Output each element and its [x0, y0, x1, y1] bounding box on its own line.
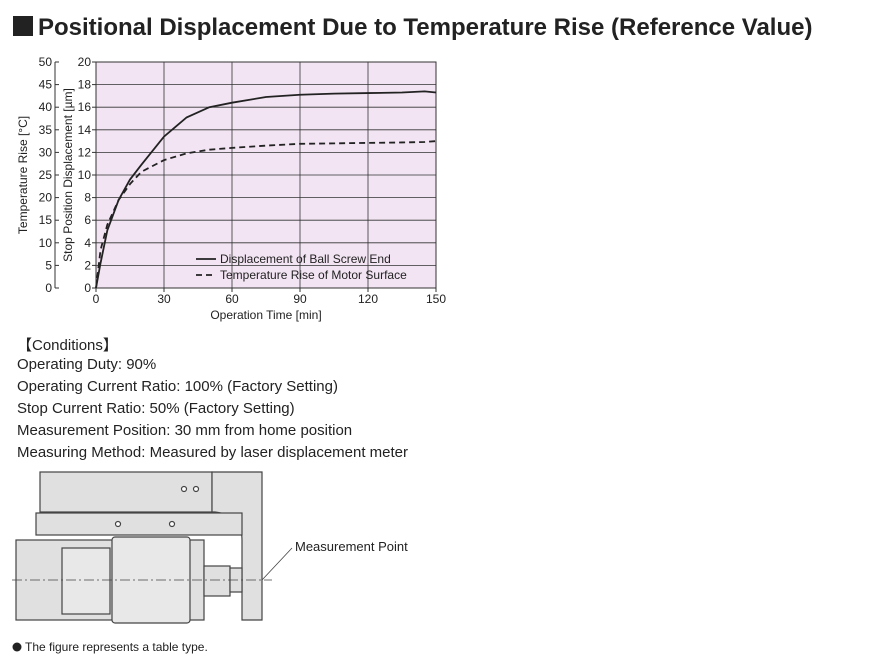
bullet [12, 642, 22, 652]
legend-label: Displacement of Ball Screw End [220, 252, 391, 266]
y-tick-label: 10 [78, 168, 92, 182]
x-tick-label: 150 [426, 292, 446, 306]
y2-tick-label: 50 [39, 55, 53, 69]
x-tick-label: 90 [293, 292, 307, 306]
screw-hole [114, 520, 122, 528]
conditions-heading: 【Conditions】 [17, 337, 118, 354]
screw-hole [180, 485, 188, 493]
y-tick-label: 20 [78, 55, 92, 69]
screw-hole [168, 520, 176, 528]
condition-item: Stop Current Ratio: 50% (Factory Setting… [17, 400, 295, 417]
y2-tick-label: 30 [39, 145, 53, 159]
title: Positional Displacement Due to Temperatu… [38, 14, 812, 41]
y-tick-label: 16 [78, 100, 92, 114]
motor-section [61, 547, 111, 615]
condition-item: Operating Duty: 90% [17, 356, 157, 373]
chart: 0 2 4 6 8 10 12 14 16 18 20 0 5 10 15 20 25 30 35 40 45 50 0 30… [16, 55, 446, 322]
x-tick-label: 0 [93, 292, 100, 306]
y2-tick-label: 5 [45, 258, 52, 272]
condition-item: Operating Current Ratio: 100% (Factory S… [17, 378, 338, 395]
leader-line [261, 547, 293, 581]
y2-tick-label: 35 [39, 123, 53, 137]
bracket [211, 471, 263, 621]
screw-hole [192, 485, 200, 493]
x-tick-label: 30 [157, 292, 171, 306]
x-axis-title: Operation Time [min] [210, 308, 321, 322]
y-tick-label: 14 [78, 123, 92, 137]
base-plate [35, 512, 243, 536]
y-tick-label: 0 [84, 281, 91, 295]
y2-axis-title: Temperature Rise [°C] [16, 116, 30, 234]
y2-tick-label: 0 [45, 281, 52, 295]
title-marker [13, 16, 33, 36]
legend-label: Temperature Rise of Motor Surface [220, 268, 407, 282]
diagram [12, 471, 293, 624]
series-line [95, 140, 437, 289]
coupling [203, 565, 231, 597]
y-tick-label: 2 [84, 258, 91, 272]
note: The figure represents a table type. [25, 640, 208, 654]
condition-item: Measurement Position: 30 mm from home po… [17, 422, 353, 439]
y-tick-label: 12 [78, 145, 92, 159]
y-axis-title: Stop Position Displacement [µm] [61, 88, 75, 262]
y-tick-label: 6 [84, 213, 91, 227]
y2-tick-label: 40 [39, 100, 53, 114]
y-tick-label: 4 [84, 236, 91, 250]
diagram-label: Measurement Point [295, 539, 408, 554]
y-tick-label: 8 [84, 191, 91, 205]
y-tick-label: 18 [78, 78, 92, 92]
y2-tick-label: 45 [39, 78, 53, 92]
x-tick-label: 60 [225, 292, 239, 306]
condition-item: Measuring Method: Measured by laser disp… [17, 444, 409, 461]
y2-tick-label: 10 [39, 236, 53, 250]
table-block [39, 471, 213, 513]
y2-tick-label: 15 [39, 213, 53, 227]
y2-tick-label: 20 [39, 191, 53, 205]
y2-tick-label: 25 [39, 168, 53, 182]
x-tick-label: 120 [358, 292, 378, 306]
